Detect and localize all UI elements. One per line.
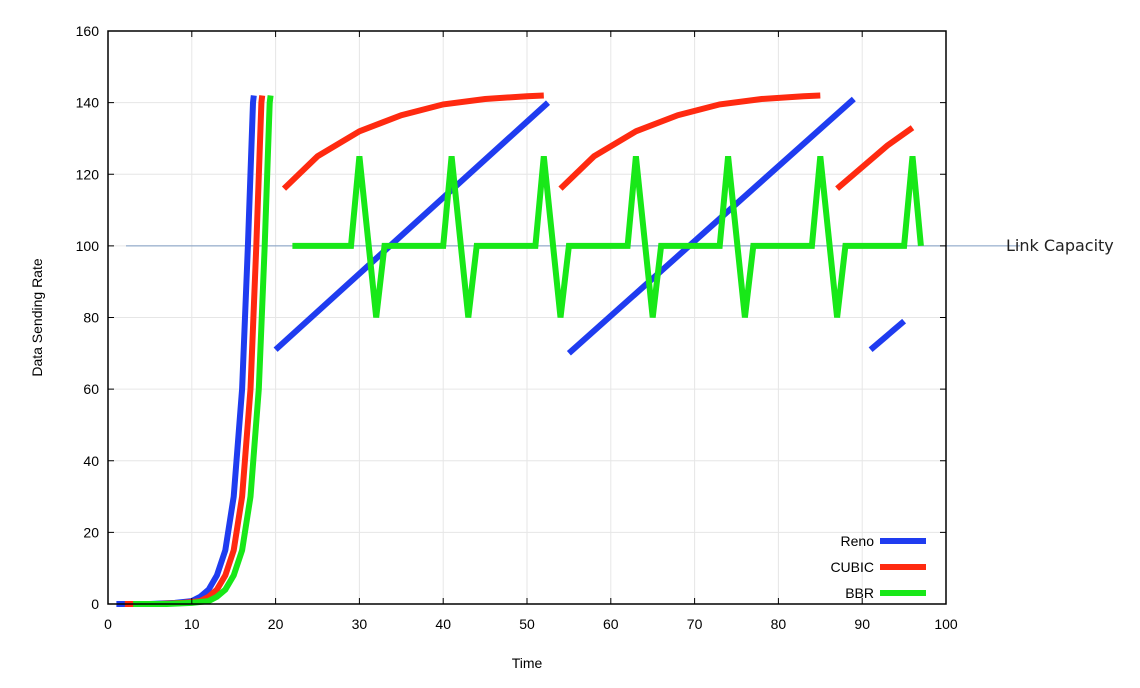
y-tick-label: 120: [76, 166, 100, 182]
y-tick-label: 60: [83, 381, 99, 397]
ticks-group: 0 10 20 30 40 50 60 70 80 90 100 0 20 40 60 80 100 120 140…: [76, 23, 958, 632]
x-tick-label: 100: [934, 616, 958, 632]
link-capacity-label: Link Capacity: [1006, 236, 1114, 255]
x-tick-label: 80: [771, 616, 787, 632]
legend-label-reno: Reno: [841, 533, 875, 549]
x-tick-label: 40: [435, 616, 451, 632]
x-tick-label: 0: [104, 616, 112, 632]
cubic-series-line: [835, 125, 915, 191]
y-tick-label: 100: [76, 238, 100, 254]
legend: Reno CUBIC BBR: [830, 533, 926, 601]
x-tick-label: 70: [687, 616, 703, 632]
series-group: [116, 92, 924, 607]
cubic-series-line: [558, 92, 821, 191]
y-tick-label: 0: [91, 596, 99, 612]
bbr-series-line: [292, 155, 924, 318]
x-tick-label: 30: [352, 616, 368, 632]
x-tick-label: 20: [268, 616, 284, 632]
x-tick-label: 10: [184, 616, 200, 632]
x-tick-label: 50: [519, 616, 535, 632]
reno-series-line: [116, 95, 257, 607]
y-tick-label: 160: [76, 23, 100, 39]
reno-series-line: [273, 100, 551, 352]
legend-label-bbr: BBR: [845, 585, 874, 601]
cubic-series-line: [281, 92, 544, 191]
grid: [107, 30, 947, 605]
reno-series-line: [566, 96, 856, 356]
y-tick-label: 40: [83, 453, 99, 469]
y-tick-label: 80: [83, 310, 99, 326]
y-tick-label: 140: [76, 95, 100, 111]
reno-series-line: [868, 318, 907, 352]
x-tick-label: 90: [854, 616, 870, 632]
legend-label-cubic: CUBIC: [830, 559, 874, 575]
y-tick-label: 20: [83, 524, 99, 540]
x-tick-label: 60: [603, 616, 619, 632]
x-axis-label: Time: [512, 655, 543, 671]
y-axis-label: Data Sending Rate: [29, 258, 45, 377]
